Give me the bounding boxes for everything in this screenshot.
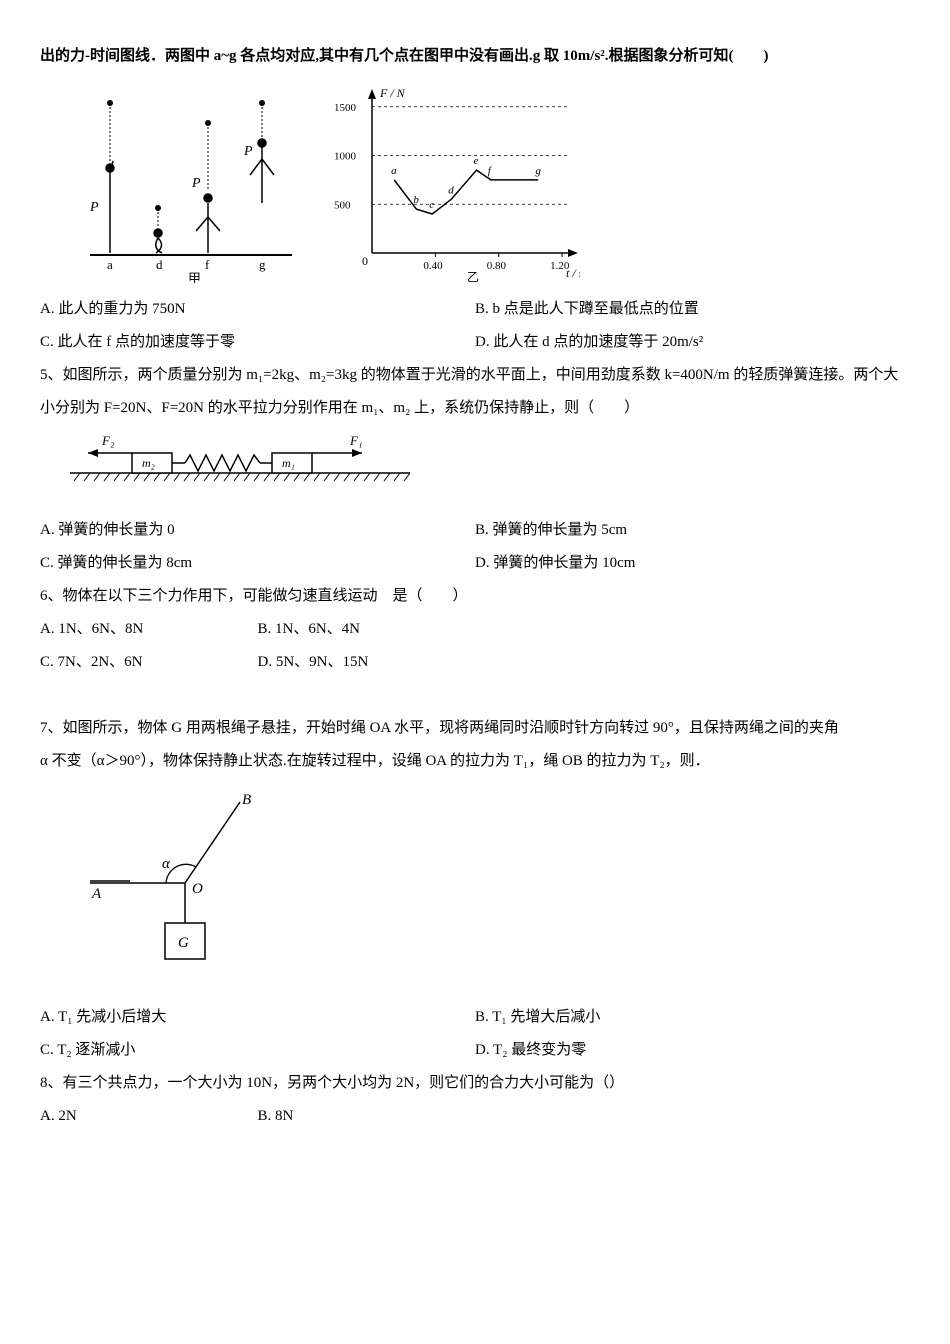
q4-ft-chart: F / Nt / s0500100015000.400.801.20abcdef… bbox=[330, 83, 580, 283]
q5-opt-b: B. 弹簧的伸长量为 5cm bbox=[475, 514, 910, 547]
stick-caption: 甲 bbox=[188, 271, 201, 283]
svg-text:0: 0 bbox=[362, 254, 368, 268]
stick-label-a: a bbox=[107, 257, 113, 272]
q7-opt-b: B. T₁ 先增大后减小 bbox=[475, 1001, 910, 1034]
q7-stem2: α 不变（α＞90°），物体保持静止状态.在旋转过程中，设绳 OA 的拉力为 T… bbox=[40, 745, 910, 778]
svg-text:b: b bbox=[413, 194, 419, 206]
q7-label-o: O bbox=[192, 881, 203, 897]
q8-options: A. 2N B. 8N bbox=[40, 1100, 910, 1133]
q4-opt-b: B. b 点是此人下蹲至最低点的位置 bbox=[475, 293, 910, 326]
q5-m1-label: m₁ bbox=[282, 456, 295, 470]
q6-stem: 6、物体在以下三个力作用下，可能做匀速直线运动 是（ ） bbox=[40, 580, 910, 613]
svg-text:a: a bbox=[391, 165, 397, 177]
q5-opt-d: D. 弹簧的伸长量为 10cm bbox=[475, 547, 910, 580]
q8-opt-a: A. 2N bbox=[40, 1100, 258, 1133]
svg-text:1500: 1500 bbox=[334, 102, 357, 114]
q7-label-a: A bbox=[91, 886, 102, 902]
q6-opt-b: B. 1N、6N、4N bbox=[258, 613, 476, 646]
svg-text:0.80: 0.80 bbox=[487, 260, 507, 272]
svg-text:P: P bbox=[191, 176, 201, 191]
q6-options: A. 1N、6N、8N B. 1N、6N、4N bbox=[40, 613, 910, 646]
svg-text:g: g bbox=[535, 165, 541, 177]
svg-text:P: P bbox=[89, 200, 99, 215]
q4-intro: 出的力-时间图线．两图中 a~g 各点均对应,其中有几个点在图甲中没有画出.g … bbox=[40, 40, 910, 73]
q6-opt-a: A. 1N、6N、8N bbox=[40, 613, 258, 646]
q5-opt-c: C. 弹簧的伸长量为 8cm bbox=[40, 547, 475, 580]
svg-text:P: P bbox=[243, 144, 253, 159]
q4-figure-row: P P P a d f g 甲 bbox=[80, 83, 910, 283]
q4-opt-c: C. 此人在 f 点的加速度等于零 bbox=[40, 326, 475, 359]
svg-text:1000: 1000 bbox=[334, 151, 357, 163]
svg-text:f: f bbox=[488, 165, 493, 177]
q7-opt-a: A. T₁ 先减小后增大 bbox=[40, 1001, 475, 1034]
q5-stem: 5、如图所示，两个质量分别为 m₁=2kg、m₂=3kg 的物体置于光滑的水平面… bbox=[40, 359, 910, 425]
svg-text:500: 500 bbox=[334, 199, 351, 211]
q5-options: A. 弹簧的伸长量为 0 B. 弹簧的伸长量为 5cm C. 弹簧的伸长量为 8… bbox=[40, 514, 910, 580]
q7-label-b: B bbox=[242, 792, 251, 808]
q6-options-2: C. 7N、2N、6N D. 5N、9N、15N bbox=[40, 646, 910, 679]
q7-label-g: G bbox=[178, 935, 189, 951]
svg-text:F / N: F / N bbox=[379, 86, 406, 100]
stick-label-g: g bbox=[259, 257, 266, 272]
q6-opt-d: D. 5N、9N、15N bbox=[258, 646, 476, 679]
q5-opt-a: A. 弹簧的伸长量为 0 bbox=[40, 514, 475, 547]
q7-figure: A B O α G bbox=[70, 788, 910, 981]
svg-text:1.20: 1.20 bbox=[550, 260, 570, 272]
svg-text:0.40: 0.40 bbox=[423, 260, 443, 272]
svg-text:c: c bbox=[429, 199, 434, 211]
q5-f2-label: F₂ bbox=[101, 433, 115, 448]
q5-f1-label: F₁ bbox=[349, 433, 362, 448]
svg-text:e: e bbox=[474, 155, 479, 167]
q7-opt-d: D. T₂ 最终变为零 bbox=[475, 1034, 910, 1067]
q5-figure: F₂ m₂ m₁ F₁ bbox=[70, 431, 910, 500]
q6-opt-c: C. 7N、2N、6N bbox=[40, 646, 258, 679]
q7-options: A. T₁ 先减小后增大 B. T₁ 先增大后减小 C. T₂ 逐渐减小 D. … bbox=[40, 1001, 910, 1067]
q8-opt-b: B. 8N bbox=[258, 1100, 476, 1133]
svg-text:d: d bbox=[448, 184, 454, 196]
q4-opt-a: A. 此人的重力为 750N bbox=[40, 293, 475, 326]
q7-stem1: 7、如图所示，物体 G 用两根绳子悬挂，开始时绳 OA 水平，现将两绳同时沿顺时… bbox=[40, 712, 910, 745]
stick-label-f: f bbox=[205, 257, 210, 272]
q5-m2-label: m₂ bbox=[142, 456, 155, 470]
q4-opt-d: D. 此人在 d 点的加速度等于 20m/s² bbox=[475, 326, 910, 359]
stick-label-d: d bbox=[156, 257, 163, 272]
q4-options: A. 此人的重力为 750N B. b 点是此人下蹲至最低点的位置 C. 此人在… bbox=[40, 293, 910, 359]
q4-left-diagram: P P P a d f g 甲 bbox=[80, 83, 310, 283]
svg-text:乙: 乙 bbox=[467, 270, 479, 283]
q8-stem: 8、有三个共点力，一个大小为 10N，另两个大小均为 2N，则它们的合力大小可能… bbox=[40, 1067, 910, 1100]
q7-opt-c: C. T₂ 逐渐减小 bbox=[40, 1034, 475, 1067]
q7-label-alpha: α bbox=[162, 856, 171, 872]
